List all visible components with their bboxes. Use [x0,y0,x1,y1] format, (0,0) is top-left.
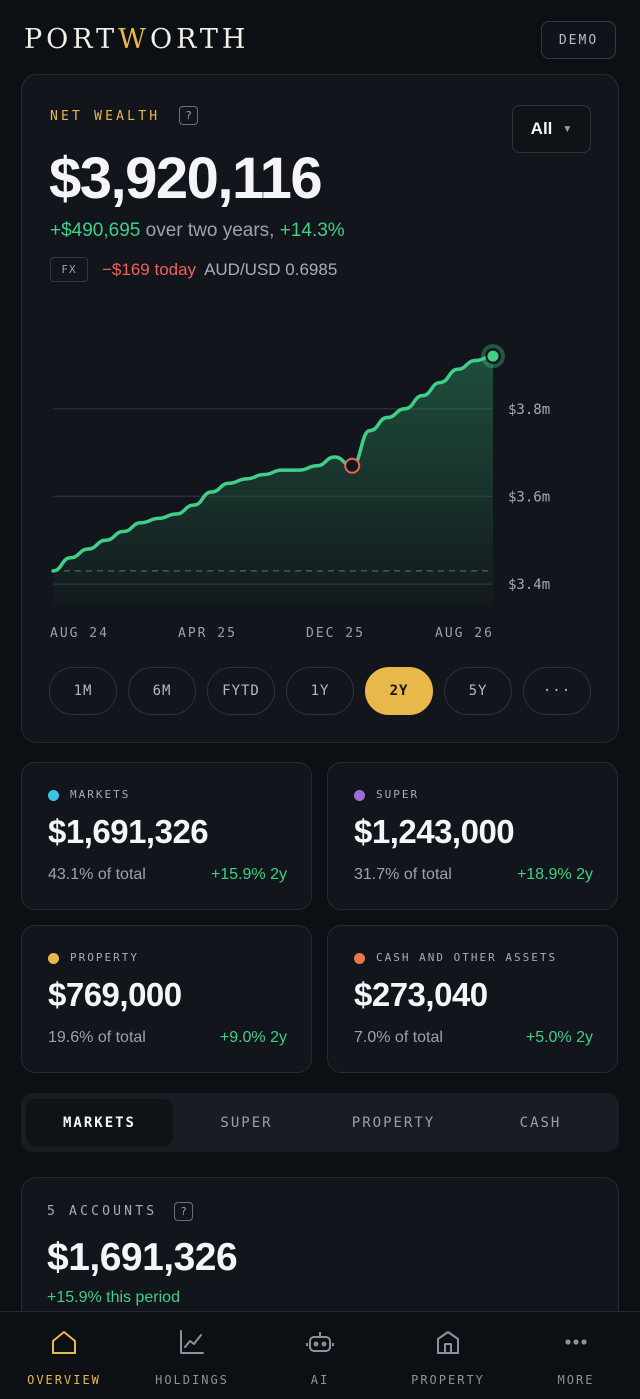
tab-cash[interactable]: CASH [519,1114,562,1131]
range-select-value: All [530,119,553,138]
y-tick-label: $3.8m [508,402,550,418]
change-amount: +$490,695 [50,220,141,241]
home-icon [50,1328,78,1361]
bottom-navigation: OVERVIEW HOLDINGS AI PROPERTY MORE [0,1311,640,1399]
category-share: 7.0% of total [354,1029,443,1046]
help-icon[interactable]: ? [174,1202,193,1221]
latest-point-marker[interactable] [485,348,501,364]
category-label: PROPERTY [70,951,139,964]
allocation-card-super[interactable]: SUPER $1,243,000 31.7% of total +18.9% 2y [327,762,618,910]
category-share: 31.7% of total [354,866,452,883]
period-2y-button[interactable]: 2Y [365,667,433,715]
top-bar: PORTWORTH DEMO [0,0,640,76]
period-5y-button[interactable]: 5Y [444,667,512,715]
latest-point-halo [481,344,505,369]
fx-row: FX −$169 today AUD/USD 0.6985 [50,257,337,282]
net-wealth-change: +$490,695 over two years, +14.3% [50,220,345,242]
more-dots-icon [562,1328,590,1361]
category-label: MARKETS [70,788,131,801]
category-value: $1,691,326 [48,813,209,850]
net-wealth-label: NET WEALTH [50,109,161,124]
asset-tabs: MARKETS SUPER PROPERTY CASH [21,1093,619,1152]
accounts-value: $1,691,326 [47,1236,238,1279]
category-dot-icon [48,953,59,964]
allocation-card-property[interactable]: PROPERTY $769,000 19.6% of total +9.0% 2y [21,925,312,1073]
allocation-card-markets[interactable]: MARKETS $1,691,326 43.1% of total +15.9% 2y [21,762,312,910]
x-tick-label: AUG 24 [50,626,109,641]
building-icon [434,1328,462,1361]
net-wealth-card: NET WEALTH ? All ▼ $3,920,116 +$490,695 … [21,74,619,743]
x-tick-label: APR 25 [178,626,237,641]
logo-text-accent: W [118,24,150,55]
tab-property[interactable]: PROPERTY [351,1114,436,1131]
category-dot-icon [354,953,365,964]
nav-label: HOLDINGS [155,1373,229,1387]
tab-super[interactable]: SUPER [220,1114,273,1131]
period-6m-button[interactable]: 6M [128,667,196,715]
nav-label: AI [310,1373,330,1387]
allocation-card-cash[interactable]: CASH AND OTHER ASSETS $273,040 7.0% of tot… [327,925,618,1073]
chevron-down-icon: ▼ [562,123,573,135]
fx-rate: AUD/USD 0.6985 [204,259,338,279]
nav-label: OVERVIEW [27,1373,101,1387]
fx-badge[interactable]: FX [50,257,88,282]
accounts-change: +15.9% this period [47,1289,180,1306]
accounts-card: 5 ACCOUNTS ? $1,691,326 +15.9% this peri… [21,1177,619,1337]
chart-svg: $3.8m $3.6m $3.4m [51,344,550,606]
nav-holdings[interactable]: HOLDINGS [128,1312,256,1399]
chart-line-icon [178,1328,206,1361]
nav-property[interactable]: PROPERTY [384,1312,512,1399]
fx-today-change: −$169 today [102,259,197,279]
net-wealth-value: $3,920,116 [49,146,323,211]
category-gain: +18.9% 2y [516,866,593,883]
series-line [51,354,495,573]
category-value: $273,040 [354,976,488,1013]
category-share: 19.6% of total [48,1029,146,1046]
nav-label: PROPERTY [411,1373,485,1387]
nav-label: MORE [557,1373,595,1387]
category-label: SUPER [376,788,420,801]
nav-overview[interactable]: OVERVIEW [0,1312,128,1399]
accounts-label: 5 ACCOUNTS [47,1204,158,1219]
help-icon[interactable]: ? [179,106,198,125]
logo-text-start: PORT [24,24,119,55]
period-fytd-button[interactable]: FYTD [207,667,275,715]
y-tick-label: $3.6m [508,489,550,505]
period-selector: 1M 6M FYTD 1Y 2Y 5Y ··· [49,667,591,715]
category-dot-icon [354,790,365,801]
nav-more[interactable]: MORE [512,1312,640,1399]
category-dot-icon [48,790,59,801]
x-tick-label: AUG 26 [435,626,494,641]
category-label: CASH AND OTHER ASSETS [376,951,558,964]
more-periods-button[interactable]: ··· [523,667,591,715]
range-select[interactable]: All ▼ [512,105,591,153]
category-value: $769,000 [48,976,182,1013]
x-tick-label: DEC 25 [306,626,365,641]
series-area [53,356,493,606]
y-tick-label: $3.4m [508,577,550,593]
category-gain: +9.0% 2y [219,1029,287,1046]
tab-markets[interactable]: MARKETS [26,1099,173,1146]
category-value: $1,243,000 [354,813,515,850]
demo-button[interactable]: DEMO [541,21,616,59]
category-gain: +5.0% 2y [525,1029,593,1046]
net-wealth-chart[interactable]: $3.8m $3.6m $3.4m AUG 24 APR 25 DEC 25 AUG 26 [22,75,620,744]
period-1y-button[interactable]: 1Y [286,667,354,715]
app-logo[interactable]: PORTWORTH [24,24,249,55]
change-percent: +14.3% [279,220,345,241]
category-gain: +15.9% 2y [210,866,287,883]
nav-ai[interactable]: AI [256,1312,384,1399]
change-text: over two years, [140,220,280,241]
event-point-marker[interactable] [344,457,361,474]
logo-text-end: ORTH [149,24,250,55]
period-1m-button[interactable]: 1M [49,667,117,715]
robot-icon [306,1328,334,1361]
category-share: 43.1% of total [48,866,146,883]
